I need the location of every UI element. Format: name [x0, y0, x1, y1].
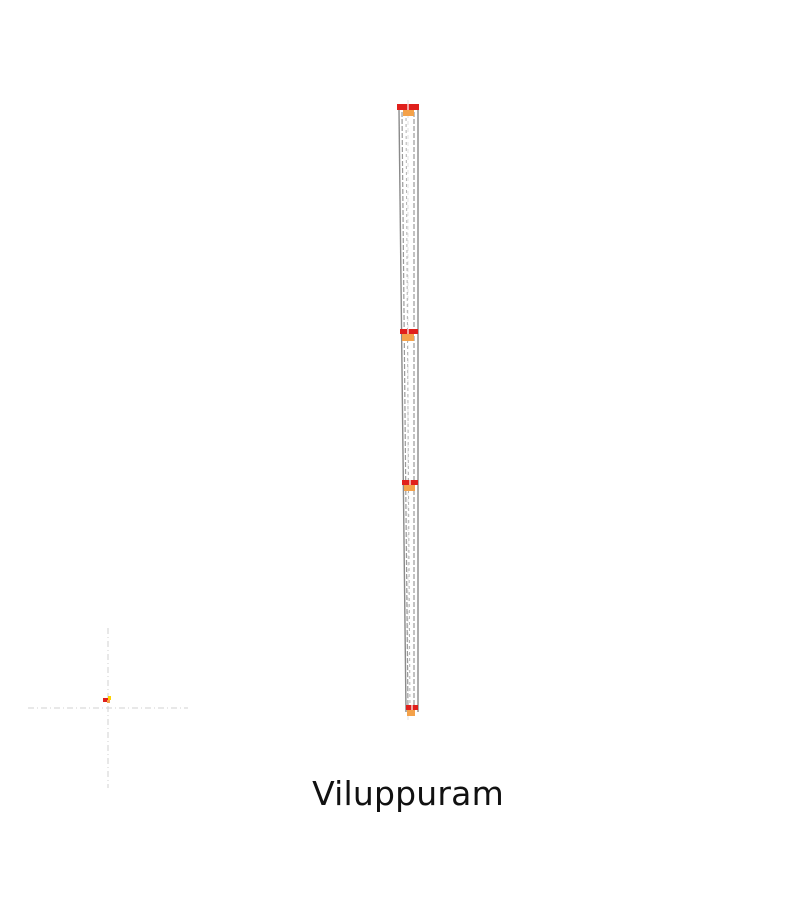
- place-caption: Viluppuram: [312, 774, 504, 813]
- station-lower-middle-tick: [409, 480, 411, 485]
- station-lower-middle-platform: [404, 485, 415, 491]
- track-line-center: [405, 111, 411, 713]
- station-top-tick: [407, 104, 409, 110]
- station-bottom-platform: [407, 710, 415, 716]
- locator-marker-yellow: [108, 696, 111, 700]
- station-top-platform: [403, 110, 414, 116]
- station-lower-middle: [402, 480, 418, 491]
- station-bottom-tick: [411, 705, 413, 710]
- locator-marker-red: [103, 698, 108, 702]
- station-upper-middle-platform: [402, 334, 414, 341]
- station-upper-middle: [400, 329, 418, 341]
- track-lines: [398, 109, 419, 713]
- station-top: [397, 104, 419, 116]
- station-bottom: [406, 705, 418, 716]
- station-upper-middle-tick: [407, 329, 409, 334]
- track-line-left-outer: [398, 109, 407, 713]
- track-line-left-inner: [401, 111, 409, 713]
- locator-map: [28, 628, 188, 788]
- locator-marker-orange: [107, 700, 110, 703]
